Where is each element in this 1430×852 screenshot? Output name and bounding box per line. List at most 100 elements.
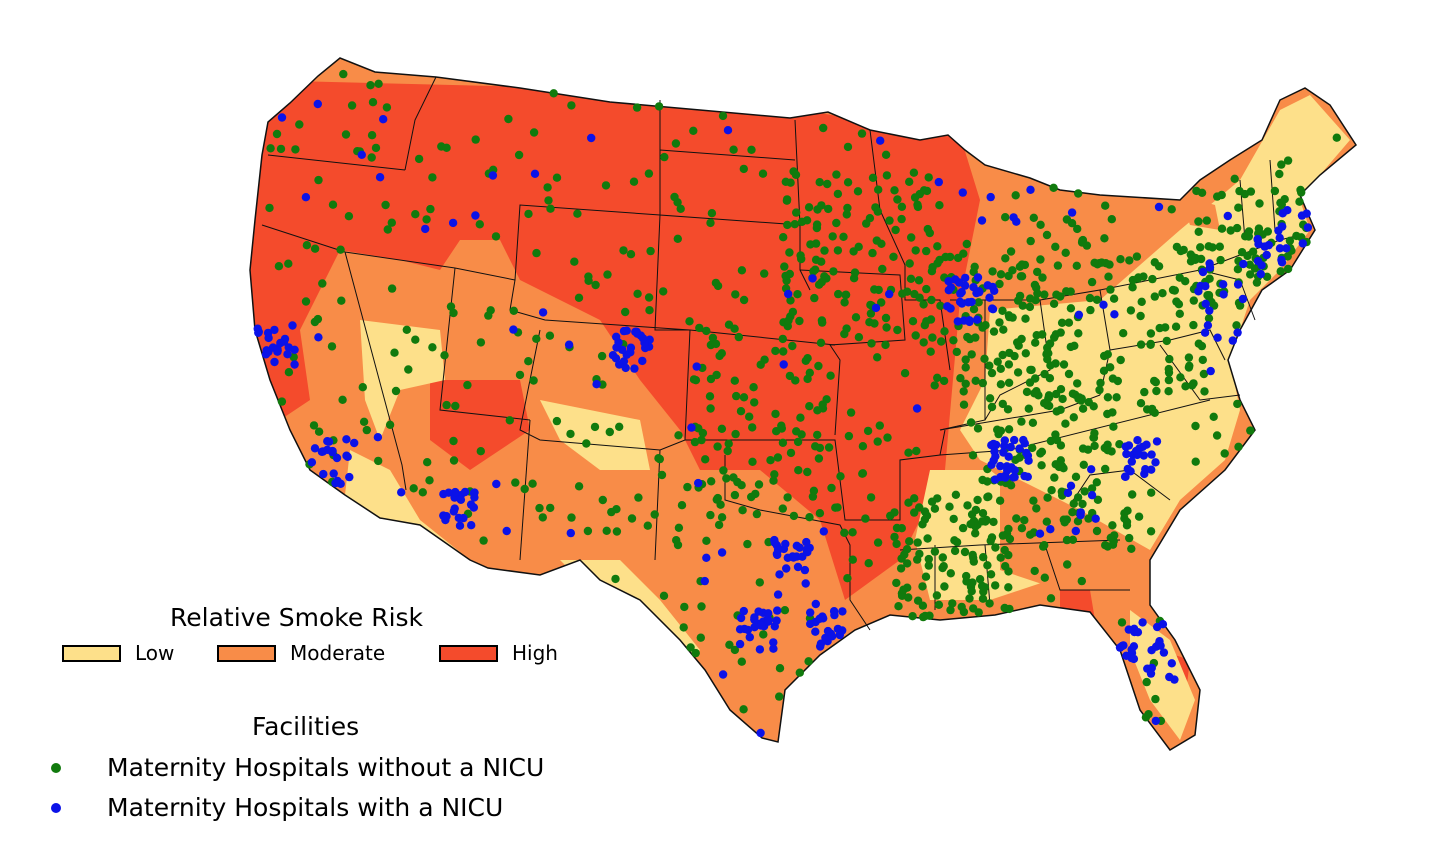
hospital-without-nicu-marker xyxy=(367,131,377,140)
hospital-without-nicu-marker xyxy=(854,333,864,342)
hospital-without-nicu-marker xyxy=(654,102,664,111)
hospital-with-nicu-marker xyxy=(838,626,847,635)
hospital-without-nicu-marker xyxy=(986,570,996,579)
hospital-without-nicu-marker xyxy=(295,120,304,129)
hospital-with-nicu-marker xyxy=(764,609,773,618)
hospital-without-nicu-marker xyxy=(766,456,775,465)
hospital-without-nicu-marker xyxy=(833,503,842,512)
hospital-with-nicu-marker xyxy=(957,299,967,308)
hospital-with-nicu-marker xyxy=(273,346,282,355)
hospital-without-nicu-marker xyxy=(978,509,988,518)
hospital-without-nicu-marker xyxy=(1040,573,1050,582)
hospital-with-nicu-marker xyxy=(885,289,894,299)
hospital-without-nicu-marker xyxy=(1116,255,1125,264)
hospital-without-nicu-marker xyxy=(937,337,946,346)
hospital-without-nicu-marker xyxy=(590,422,600,432)
hospital-without-nicu-marker xyxy=(1085,293,1095,303)
hospital-with-nicu-marker xyxy=(1142,440,1151,449)
hospital-without-nicu-marker xyxy=(998,306,1007,315)
hospital-with-nicu-marker xyxy=(985,293,994,302)
hospital-without-nicu-marker xyxy=(691,648,700,658)
hospital-without-nicu-marker xyxy=(1042,517,1052,526)
hospital-with-nicu-marker xyxy=(808,274,817,283)
hospital-with-nicu-marker xyxy=(471,211,480,220)
hospital-with-nicu-marker xyxy=(1000,436,1009,445)
hospital-with-nicu-marker xyxy=(740,624,749,634)
hospital-with-nicu-marker xyxy=(772,549,782,559)
hospital-without-nicu-marker xyxy=(1125,533,1134,543)
hospital-without-nicu-marker xyxy=(1025,302,1035,312)
hospital-with-nicu-marker xyxy=(739,606,748,616)
hospital-without-nicu-marker xyxy=(301,297,311,306)
hospital-without-nicu-marker xyxy=(327,342,337,351)
hospital-without-nicu-marker xyxy=(1280,195,1289,204)
hospital-without-nicu-marker xyxy=(867,339,876,348)
hospital-with-nicu-marker xyxy=(1233,280,1243,289)
hospital-without-nicu-marker xyxy=(840,528,849,537)
hospital-with-nicu-marker xyxy=(509,325,518,334)
hospital-without-nicu-marker xyxy=(567,513,576,522)
hospital-without-nicu-marker xyxy=(732,391,741,401)
hospital-without-nicu-marker xyxy=(1125,256,1134,265)
hospital-without-nicu-marker xyxy=(1105,260,1114,269)
hospital-without-nicu-marker xyxy=(911,246,920,255)
hospital-without-nicu-marker xyxy=(899,585,908,594)
hospital-without-nicu-marker xyxy=(1204,314,1214,323)
hospital-without-nicu-marker xyxy=(842,324,851,333)
hospital-with-nicu-marker xyxy=(1277,255,1286,265)
hospital-without-nicu-marker xyxy=(840,298,849,307)
hospital-without-nicu-marker xyxy=(1198,355,1208,365)
hospital-with-nicu-marker xyxy=(333,476,342,486)
hospital-with-nicu-marker xyxy=(718,670,728,679)
hospital-without-nicu-marker xyxy=(1197,341,1207,351)
hospital-without-nicu-marker xyxy=(1128,283,1137,292)
hospital-without-nicu-marker xyxy=(1051,242,1060,251)
hospital-without-nicu-marker xyxy=(780,606,790,615)
hospital-with-nicu-marker xyxy=(270,325,279,335)
hospital-without-nicu-marker xyxy=(988,267,997,276)
hospital-without-nicu-marker xyxy=(442,400,451,410)
hospital-with-nicu-marker xyxy=(816,614,825,623)
hospital-with-nicu-marker xyxy=(1278,209,1287,218)
hospital-without-nicu-marker xyxy=(1021,314,1030,323)
hospital-without-nicu-marker xyxy=(865,318,874,327)
hospital-with-nicu-marker xyxy=(1133,628,1143,637)
hospital-without-nicu-marker xyxy=(515,370,525,380)
hospital-with-nicu-marker xyxy=(803,548,812,557)
hospital-without-nicu-marker xyxy=(873,353,882,362)
hospital-without-nicu-marker xyxy=(1056,405,1065,414)
hospital-without-nicu-marker xyxy=(1127,544,1136,553)
hospital-without-nicu-marker xyxy=(650,510,659,519)
hospital-without-nicu-marker xyxy=(961,363,970,372)
hospital-with-nicu-marker xyxy=(1133,448,1142,457)
hospital-without-nicu-marker xyxy=(1068,535,1078,544)
hospital-without-nicu-marker xyxy=(514,150,524,160)
hospital-without-nicu-marker xyxy=(842,210,851,219)
hospital-without-nicu-marker xyxy=(1161,323,1170,332)
hospital-without-nicu-marker xyxy=(892,523,902,533)
hospital-without-nicu-marker xyxy=(1103,446,1112,455)
hospital-without-nicu-marker xyxy=(851,313,861,322)
hospital-with-nicu-marker xyxy=(276,338,285,348)
hospital-without-nicu-marker xyxy=(995,279,1004,289)
hospital-without-nicu-marker xyxy=(949,514,958,524)
hospital-without-nicu-marker xyxy=(900,369,910,378)
hospital-without-nicu-marker xyxy=(932,591,942,600)
hospital-without-nicu-marker xyxy=(1057,318,1067,327)
hospital-without-nicu-marker xyxy=(657,470,667,480)
hospital-with-nicu-marker xyxy=(288,321,297,330)
hospital-without-nicu-marker xyxy=(643,521,652,530)
hospital-with-nicu-marker xyxy=(1165,672,1174,682)
hospital-without-nicu-marker xyxy=(779,233,788,242)
hospital-without-nicu-marker xyxy=(868,173,878,182)
hospital-without-nicu-marker xyxy=(985,599,994,608)
hospital-without-nicu-marker xyxy=(1078,404,1088,413)
hospital-with-nicu-marker xyxy=(618,345,627,354)
hospital-without-nicu-marker xyxy=(1175,273,1185,282)
hospital-without-nicu-marker xyxy=(1046,594,1056,603)
hospital-without-nicu-marker xyxy=(748,423,757,432)
hospital-with-nicu-marker xyxy=(802,537,811,547)
hospital-without-nicu-marker xyxy=(898,289,907,298)
hospital-with-nicu-marker xyxy=(1238,294,1248,304)
hospital-without-nicu-marker xyxy=(904,448,913,457)
